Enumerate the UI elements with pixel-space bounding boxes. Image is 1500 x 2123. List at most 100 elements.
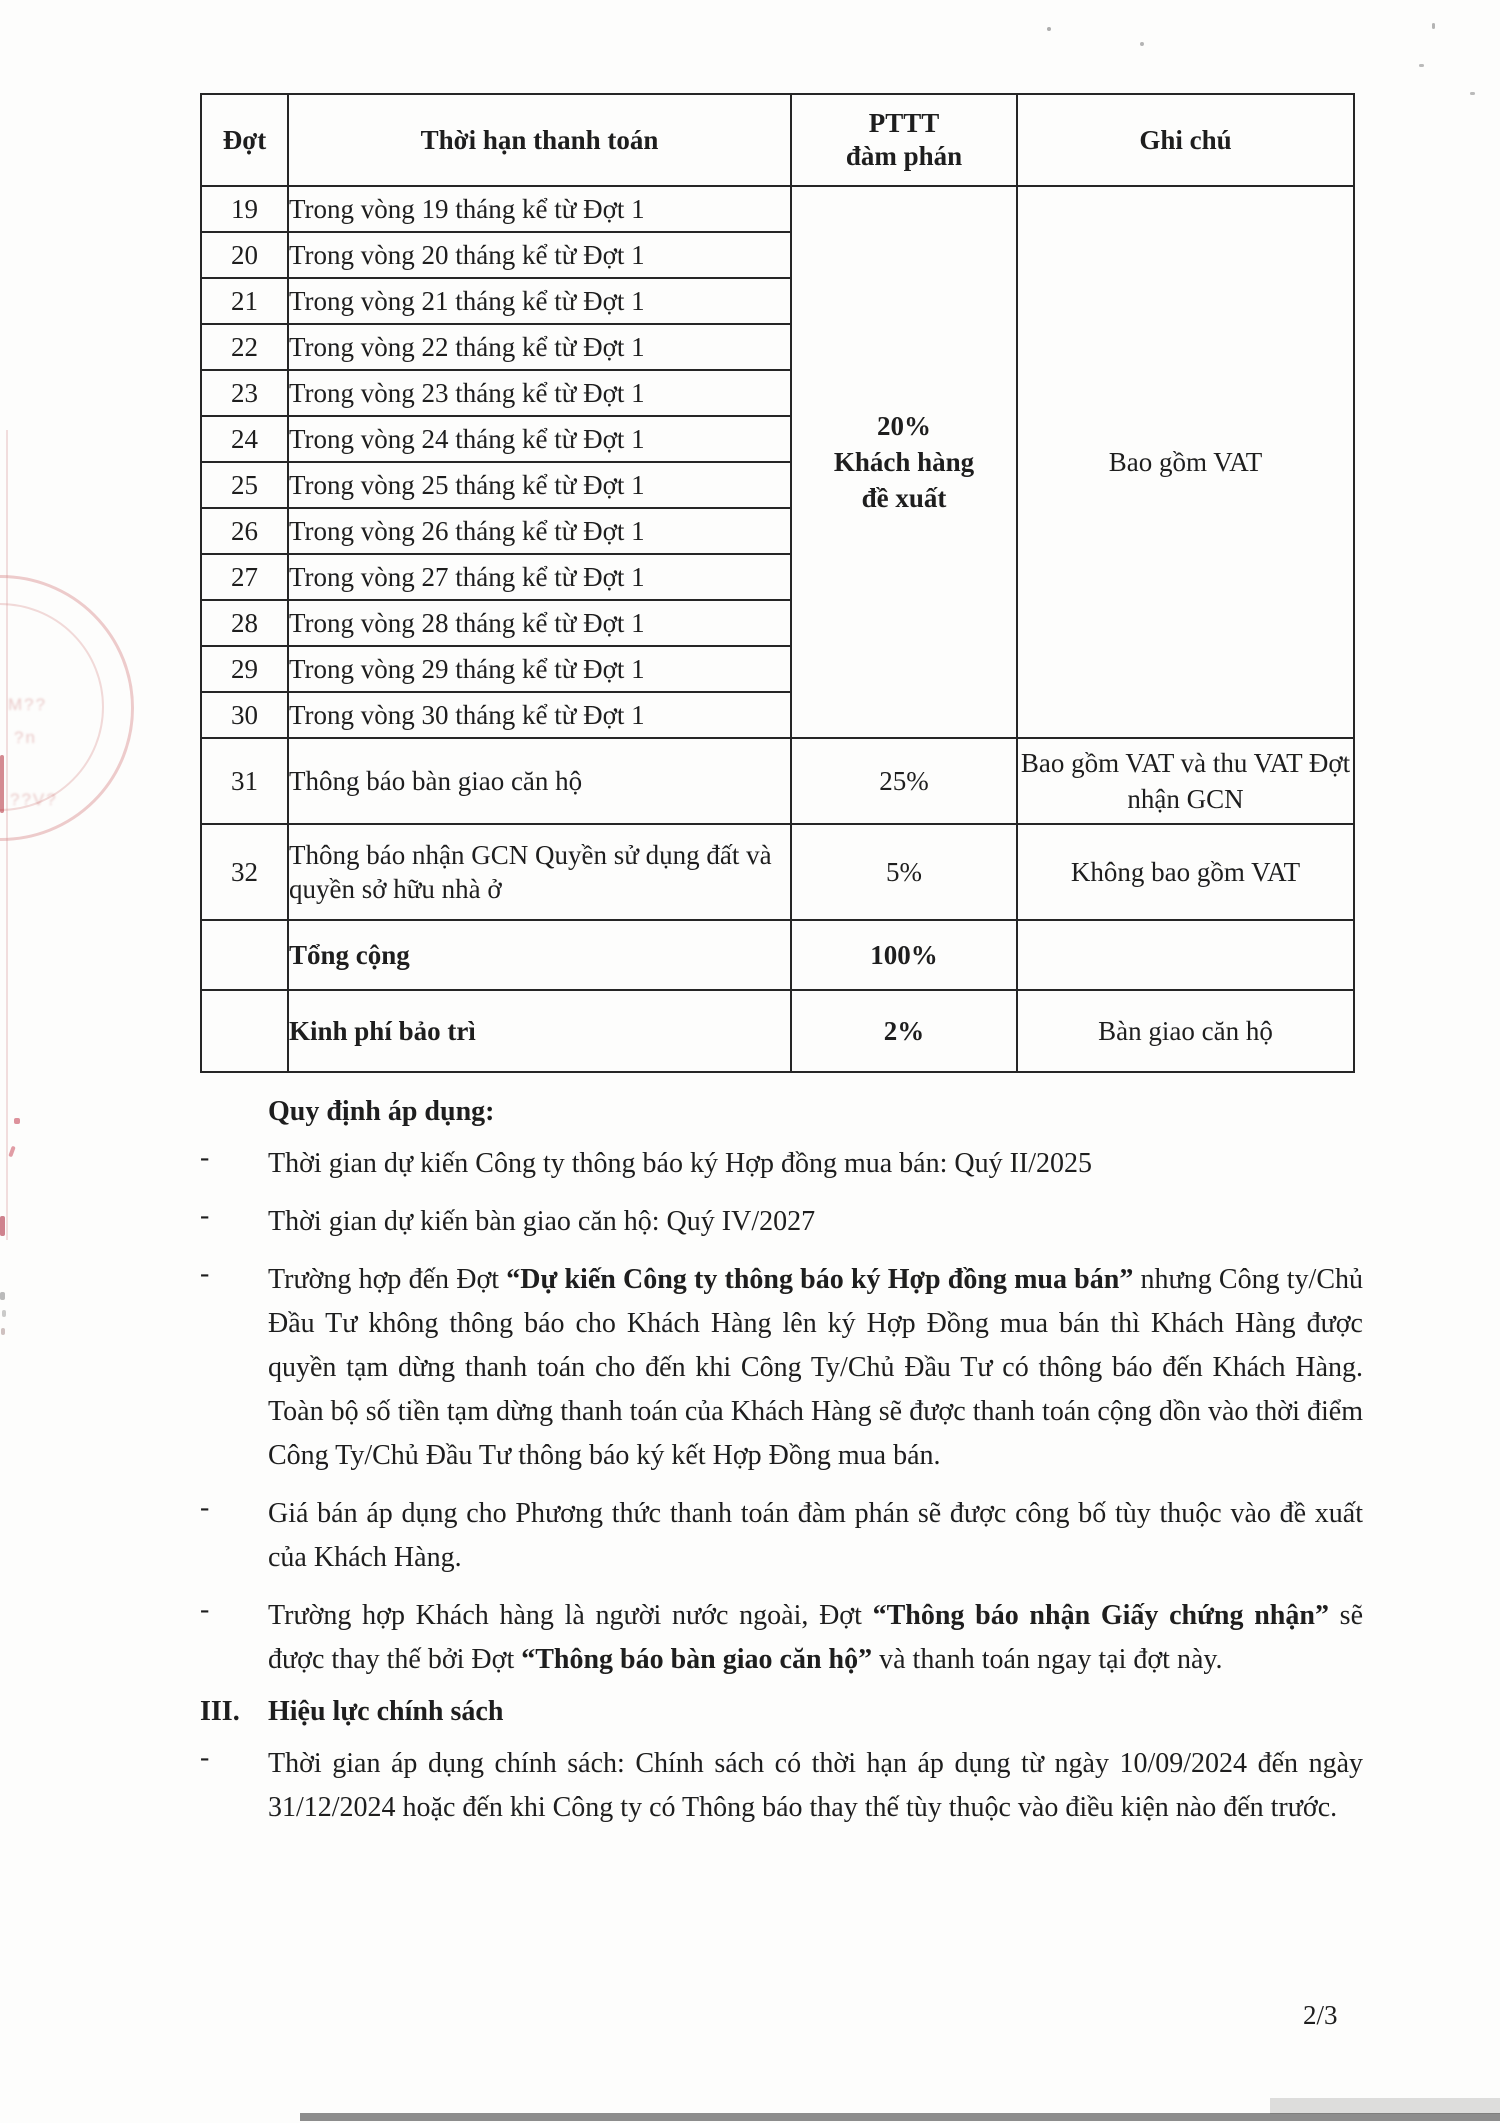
col-header-1: Thời hạn thanh toán	[287, 93, 792, 187]
installment-no: 31	[200, 737, 289, 825]
col-header-2: PTTT đàm phán	[790, 93, 1018, 187]
gray-speck	[1419, 64, 1424, 67]
stamp-text-fragment: M??	[8, 695, 48, 714]
summary-row: Tổng cộng 100%	[200, 919, 1355, 991]
installment-no: 27	[200, 553, 289, 601]
installment-term: Trong vòng 27 tháng kể từ Đợt 1	[287, 553, 792, 601]
installment-term: Trong vòng 28 tháng kể từ Đợt 1	[287, 599, 792, 647]
installment-term: Trong vòng 20 tháng kể từ Đợt 1	[287, 231, 792, 279]
bullet-dash: -	[200, 1742, 210, 1773]
bullet-dash: -	[200, 1258, 210, 1289]
regulation-bullet-item: - Trường hợp đến Đợt “Dự kiến Công ty thô…	[200, 1258, 1363, 1478]
scan-bottom-shadow	[1270, 2098, 1500, 2114]
regulation-bullet-item: - Giá bán áp dụng cho Phương thức thanh t…	[200, 1492, 1363, 1580]
pttt-value: 5%	[790, 823, 1018, 921]
regulation-bullet-text: Trường hợp đến Đợt “Dự kiến Công ty thôn…	[268, 1264, 1363, 1471]
regulation-bullet-text: Thời gian dự kiến bàn giao căn hộ: Quý I…	[268, 1206, 816, 1237]
installment-no: 32	[200, 823, 289, 921]
section3-title: Hiệu lực chính sách	[268, 1696, 504, 1727]
regulation-bullet-item: - Thời gian dự kiến bàn giao căn hộ: Quý …	[200, 1200, 1363, 1244]
special-row: 31 Thông báo bàn giao căn hộ 25% Bao gồm VA…	[200, 737, 1355, 825]
regulation-bullet-item: - Thời gian dự kiến Công ty thông báo ký …	[200, 1142, 1363, 1186]
gray-speck	[1432, 23, 1435, 29]
summary-term: Tổng cộng	[287, 919, 792, 991]
gray-speck	[0, 1292, 5, 1300]
bullet-dash: -	[200, 1200, 210, 1231]
installment-row: 23 Trong vòng 23 tháng kể từ Đợt 1	[200, 369, 1354, 417]
installment-term: Trong vòng 30 tháng kể từ Đợt 1	[287, 691, 792, 739]
empty-cell	[200, 989, 289, 1073]
installment-no: 29	[200, 645, 289, 693]
installment-term: Thông báo bàn giao căn hộ	[287, 737, 792, 825]
section3-numeral: III.	[200, 1696, 240, 1727]
installment-term: Trong vòng 25 tháng kể từ Đợt 1	[287, 461, 792, 509]
installment-term: Trong vòng 23 tháng kể từ Đợt 1	[287, 369, 792, 417]
regulation-bullet-text: Thời gian dự kiến Công ty thông báo ký H…	[268, 1148, 1093, 1179]
summary-pttt: 100%	[790, 919, 1018, 991]
installment-row: 25 Trong vòng 25 tháng kể từ Đợt 1	[200, 461, 1354, 509]
installment-no: 28	[200, 599, 289, 647]
summary-note: Bàn giao căn hộ	[1016, 989, 1355, 1073]
installment-no: 23	[200, 369, 289, 417]
scan-bottom-edge	[300, 2113, 1500, 2121]
installment-no: 19	[200, 185, 289, 233]
section3-bullet-item: - Thời gian áp dụng chính sách: Chính sác…	[200, 1742, 1363, 1830]
installment-term: Trong vòng 22 tháng kể từ Đợt 1	[287, 323, 792, 371]
bullet-dash: -	[200, 1142, 210, 1173]
stamp-text-fragment: ?n	[14, 728, 37, 747]
special-row: 32 Thông báo nhận GCN Quyền sử dụng đất v…	[200, 823, 1355, 921]
installment-no: 20	[200, 231, 289, 279]
section3-bullet-text: Thời gian áp dụng chính sách: Chính sách…	[268, 1748, 1363, 1823]
table-header-row: Đợt Thời hạn thanh toán PTTT đàm phán Ghi ch…	[200, 93, 1355, 187]
installment-term: Trong vòng 26 tháng kể từ Đợt 1	[287, 507, 792, 555]
installment-row: 26 Trong vòng 26 tháng kể từ Đợt 1	[200, 507, 1354, 555]
table-body: 19 Trong vòng 19 tháng kể từ Đợt 1 20% Khác…	[200, 185, 1355, 1073]
gray-speck	[1, 1328, 5, 1335]
red-speck	[0, 755, 4, 813]
gray-speck	[2, 1310, 6, 1317]
bullet-dash: -	[200, 1594, 210, 1625]
installment-term: Trong vòng 21 tháng kể từ Đợt 1	[287, 277, 792, 325]
regulation-bullet-text: Giá bán áp dụng cho Phương thức thanh to…	[268, 1498, 1363, 1573]
installment-row: 27 Trong vòng 27 tháng kể từ Đợt 1	[200, 553, 1354, 601]
installment-term: Trong vòng 19 tháng kể từ Đợt 1	[287, 185, 792, 233]
document-body-text: Quy định áp dụng: - Thời gian dự kiến Côn…	[200, 1096, 1363, 1844]
red-speck	[0, 1216, 5, 1236]
merged-note-cell: Bao gồm VAT	[1016, 185, 1355, 739]
section3-heading: III. Hiệu lực chính sách	[200, 1696, 1363, 1728]
installment-row: 29 Trong vòng 29 tháng kể từ Đợt 1	[200, 645, 1354, 693]
note-value: Bao gồm VAT và thu VAT Đợt nhận GCN	[1016, 737, 1355, 825]
installment-row: 28 Trong vòng 28 tháng kể từ Đợt 1	[200, 599, 1354, 647]
section3-bullets: - Thời gian áp dụng chính sách: Chính sác…	[200, 1742, 1363, 1830]
regulations-heading: Quy định áp dụng:	[268, 1096, 495, 1127]
regulation-bullet-text: Trường hợp Khách hàng là người nước ngoà…	[268, 1600, 1363, 1675]
stamp-text-fragment: ??V?	[10, 790, 58, 809]
gray-speck	[1470, 92, 1475, 95]
installment-row: 22 Trong vòng 22 tháng kể từ Đợt 1	[200, 323, 1354, 371]
installment-row: 20 Trong vòng 20 tháng kể từ Đợt 1	[200, 231, 1354, 279]
installment-row: 24 Trong vòng 24 tháng kể từ Đợt 1	[200, 415, 1354, 463]
bullet-dash: -	[200, 1492, 210, 1523]
gray-speck	[1140, 42, 1144, 46]
summary-row: Kinh phí bảo trì 2% Bàn giao căn hộ	[200, 989, 1355, 1073]
installment-no: 21	[200, 277, 289, 325]
page-number: 2/3	[1303, 2000, 1338, 2030]
installment-no: 30	[200, 691, 289, 739]
installment-term: Trong vòng 29 tháng kể từ Đợt 1	[287, 645, 792, 693]
installment-no: 24	[200, 415, 289, 463]
scan-edge-line	[6, 430, 8, 1240]
installment-no: 26	[200, 507, 289, 555]
installment-term: Thông báo nhận GCN Quyền sử dụng đất và …	[287, 823, 792, 921]
installment-no: 22	[200, 323, 289, 371]
red-speck	[14, 1118, 20, 1124]
pttt-value: 25%	[790, 737, 1018, 825]
regulation-bullet-item: - Trường hợp Khách hàng là người nước ngo…	[200, 1594, 1363, 1682]
payment-schedule-table: Đợt Thời hạn thanh toán PTTT đàm phán Ghi ch…	[200, 93, 1355, 1073]
note-value: Không bao gồm VAT	[1016, 823, 1355, 921]
installment-row: 30 Trong vòng 30 tháng kể từ Đợt 1	[200, 691, 1354, 739]
col-header-3: Ghi chú	[1016, 93, 1355, 187]
summary-pttt: 2%	[790, 989, 1018, 1073]
gray-speck	[1047, 27, 1051, 31]
installment-term: Trong vòng 24 tháng kể từ Đợt 1	[287, 415, 792, 463]
